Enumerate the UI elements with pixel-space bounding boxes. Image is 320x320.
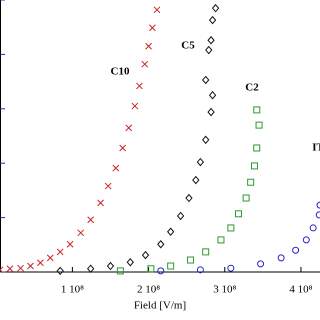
x-tick-label: 4 10⁸ [289, 284, 312, 296]
point [66, 240, 74, 248]
point [17, 264, 24, 272]
point [56, 266, 64, 276]
point [207, 107, 215, 117]
series-label: C10 [111, 66, 130, 78]
point [145, 42, 152, 50]
x-tick-label: 1 10⁸ [61, 284, 84, 296]
point [309, 224, 317, 232]
point [157, 267, 165, 275]
series-label: IT [312, 142, 320, 154]
point [196, 157, 205, 167]
x-tick-label: 3 10⁸ [213, 284, 236, 296]
point [186, 256, 194, 264]
point [253, 106, 261, 114]
point [207, 35, 215, 45]
point [27, 262, 34, 270]
point [87, 264, 95, 274]
point [104, 182, 112, 190]
point [202, 75, 210, 85]
point [6, 265, 14, 273]
point [185, 193, 193, 203]
point [316, 201, 320, 209]
x-axis-label: Field [V/m] [134, 300, 186, 312]
point [106, 261, 115, 271]
point [253, 144, 261, 152]
series-label: C5 [181, 40, 195, 52]
series-label: C2 [245, 82, 259, 94]
point [302, 236, 310, 244]
point [167, 227, 175, 237]
point [56, 248, 64, 256]
point [205, 45, 213, 55]
point [87, 216, 95, 224]
point [250, 162, 258, 170]
point [196, 266, 204, 274]
point [227, 264, 235, 272]
point [131, 102, 139, 110]
point [208, 15, 217, 25]
point [112, 164, 120, 172]
point [247, 178, 255, 186]
point [119, 144, 127, 152]
point [211, 3, 220, 13]
point [242, 194, 250, 202]
point [77, 229, 85, 237]
x-tick-label: 2 10⁸ [137, 284, 160, 296]
point [125, 124, 133, 132]
point [176, 211, 185, 221]
point [136, 82, 143, 90]
point [217, 236, 225, 244]
point [255, 121, 263, 129]
point [141, 60, 149, 68]
point [37, 259, 44, 267]
point [202, 135, 210, 145]
point [208, 90, 217, 100]
point [153, 6, 161, 14]
point [234, 210, 242, 218]
point [147, 265, 155, 273]
point [167, 262, 175, 270]
point [202, 248, 210, 256]
point [116, 267, 124, 275]
point [141, 250, 150, 260]
point [149, 24, 156, 32]
point [126, 257, 134, 267]
point [277, 254, 285, 262]
point [0, 266, 4, 274]
point [292, 246, 300, 254]
point [257, 260, 265, 268]
point [227, 224, 235, 232]
point [157, 239, 165, 249]
point [46, 254, 54, 262]
point [315, 211, 320, 219]
point [97, 199, 104, 207]
point [192, 175, 200, 185]
